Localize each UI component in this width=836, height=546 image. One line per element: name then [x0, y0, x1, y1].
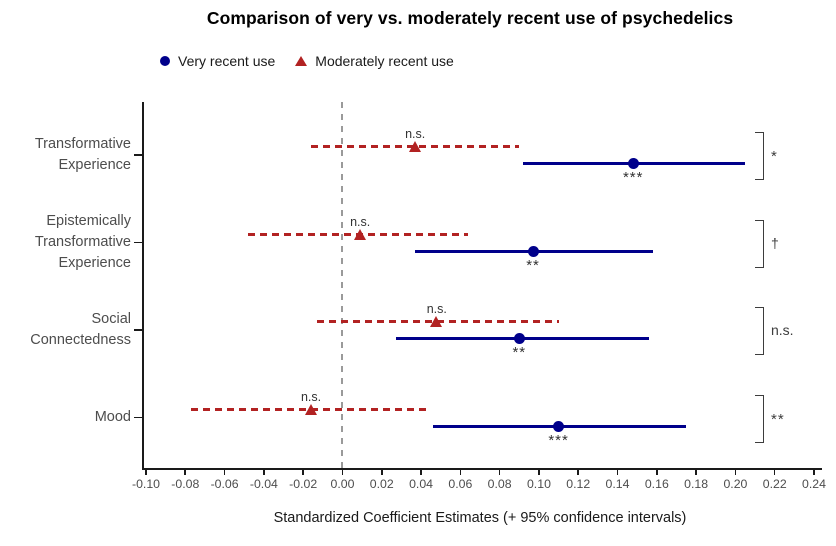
x-tick-label: -0.08: [171, 477, 200, 491]
estimate-point-very-recent: [627, 158, 639, 169]
y-category-label-line: Mood: [94, 409, 131, 425]
y-tick: [134, 154, 142, 156]
x-tick: [773, 468, 776, 475]
comparison-bracket: [755, 307, 764, 355]
zero-reference-line: [341, 102, 344, 468]
chart-title: Comparison of very vs. moderately recent…: [206, 8, 734, 28]
y-category-label-line: Connectedness: [30, 332, 131, 348]
x-tick: [577, 468, 580, 475]
comparison-label: n.s.: [771, 322, 794, 338]
y-category-label-line: Transformative: [34, 234, 131, 250]
x-tick-label: 0.20: [723, 477, 748, 491]
x-tick-label: 0.10: [526, 477, 551, 491]
x-tick-label: 0.16: [644, 477, 669, 491]
x-tick-label: 0.22: [762, 477, 787, 491]
x-tick: [616, 468, 619, 475]
estimate-point-very-recent: [553, 420, 565, 432]
x-tick: [656, 468, 658, 475]
x-tick-label: 0.06: [448, 477, 473, 491]
legend-label-very-recent: Very recent use: [178, 53, 276, 69]
sig-label-very-recent: **: [512, 344, 527, 361]
y-tick: [134, 241, 142, 244]
x-tick-label: 0.08: [487, 477, 512, 491]
x-tick: [459, 468, 462, 475]
y-category-label-line: Transformative: [34, 136, 131, 152]
x-tick: [813, 468, 815, 475]
comparison-label: *: [771, 148, 778, 165]
x-axis-title: Standardized Coefficient Estimates (+ 95…: [273, 510, 687, 526]
x-tick-label: 0.12: [566, 477, 591, 491]
legend-triangle-icon: [295, 56, 308, 66]
sig-label-moderately-recent: n.s.: [426, 302, 447, 316]
estimate-point-very-recent: [513, 333, 525, 344]
x-tick: [538, 468, 540, 475]
x-tick-label: 0.04: [409, 477, 434, 491]
y-category-label-line: Epistemically: [46, 213, 131, 229]
legend-item-very-recent: Very recent use: [160, 53, 275, 69]
comparison-bracket: [755, 219, 764, 268]
x-tick-label: -0.06: [210, 477, 239, 491]
estimate-triangle-moderately-recent: [353, 228, 366, 240]
x-tick-label: -0.02: [289, 477, 318, 491]
legend-label-moderately-recent: Moderately recent use: [315, 53, 454, 69]
x-axis-line: [142, 468, 822, 470]
legend-item-moderately-recent: Moderately recent use: [295, 53, 454, 69]
x-tick: [734, 468, 737, 475]
x-tick-label: 0.18: [684, 477, 709, 491]
x-tick: [145, 468, 147, 475]
x-tick-label: 0.14: [605, 477, 630, 491]
x-tick-label: -0.10: [131, 477, 161, 491]
y-axis-line: [142, 102, 144, 469]
x-tick: [498, 468, 501, 475]
x-tick-label: 0.24: [802, 477, 826, 491]
comparison-bracket: [755, 132, 764, 180]
x-tick: [302, 468, 304, 475]
y-category-label: Epistemically Transformative Experience: [0, 211, 131, 274]
y-category-label-line: Experience: [58, 157, 131, 173]
sig-label-moderately-recent: n.s.: [405, 127, 426, 141]
y-category-label-line: Social: [91, 311, 132, 327]
legend: Very recent use Moderately recent use: [160, 53, 454, 69]
y-category-label: Transformative Experience: [0, 134, 131, 176]
sig-label-very-recent: ***: [548, 431, 569, 449]
x-tick: [695, 468, 697, 475]
x-tick: [341, 468, 344, 475]
y-category-label: Mood: [0, 407, 131, 428]
comparison-label: **: [771, 410, 785, 428]
estimate-triangle-moderately-recent: [408, 141, 421, 152]
x-tick: [263, 468, 265, 475]
y-tick: [134, 416, 142, 419]
x-tick: [184, 468, 187, 475]
x-tick-label: 0.00: [330, 477, 355, 491]
sig-label-very-recent: ***: [622, 169, 644, 186]
comparison-bracket: [755, 394, 764, 443]
x-tick: [420, 468, 422, 475]
x-tick: [380, 468, 383, 475]
x-tick: [223, 468, 226, 475]
comparison-label: †: [771, 234, 779, 251]
estimate-triangle-moderately-recent: [304, 403, 317, 415]
y-category-label: Social Connectedness: [0, 309, 131, 351]
estimate-point-very-recent: [527, 245, 539, 257]
estimate-triangle-moderately-recent: [430, 316, 443, 327]
sig-label-very-recent: **: [526, 256, 540, 274]
y-tick: [134, 329, 142, 331]
sig-label-moderately-recent: n.s.: [350, 214, 371, 229]
x-tick-label: 0.02: [369, 477, 394, 491]
x-tick-label: -0.04: [249, 477, 278, 491]
y-category-label-line: Experience: [58, 255, 131, 271]
sig-label-moderately-recent: n.s.: [300, 389, 322, 404]
legend-circle-icon: [160, 56, 170, 66]
